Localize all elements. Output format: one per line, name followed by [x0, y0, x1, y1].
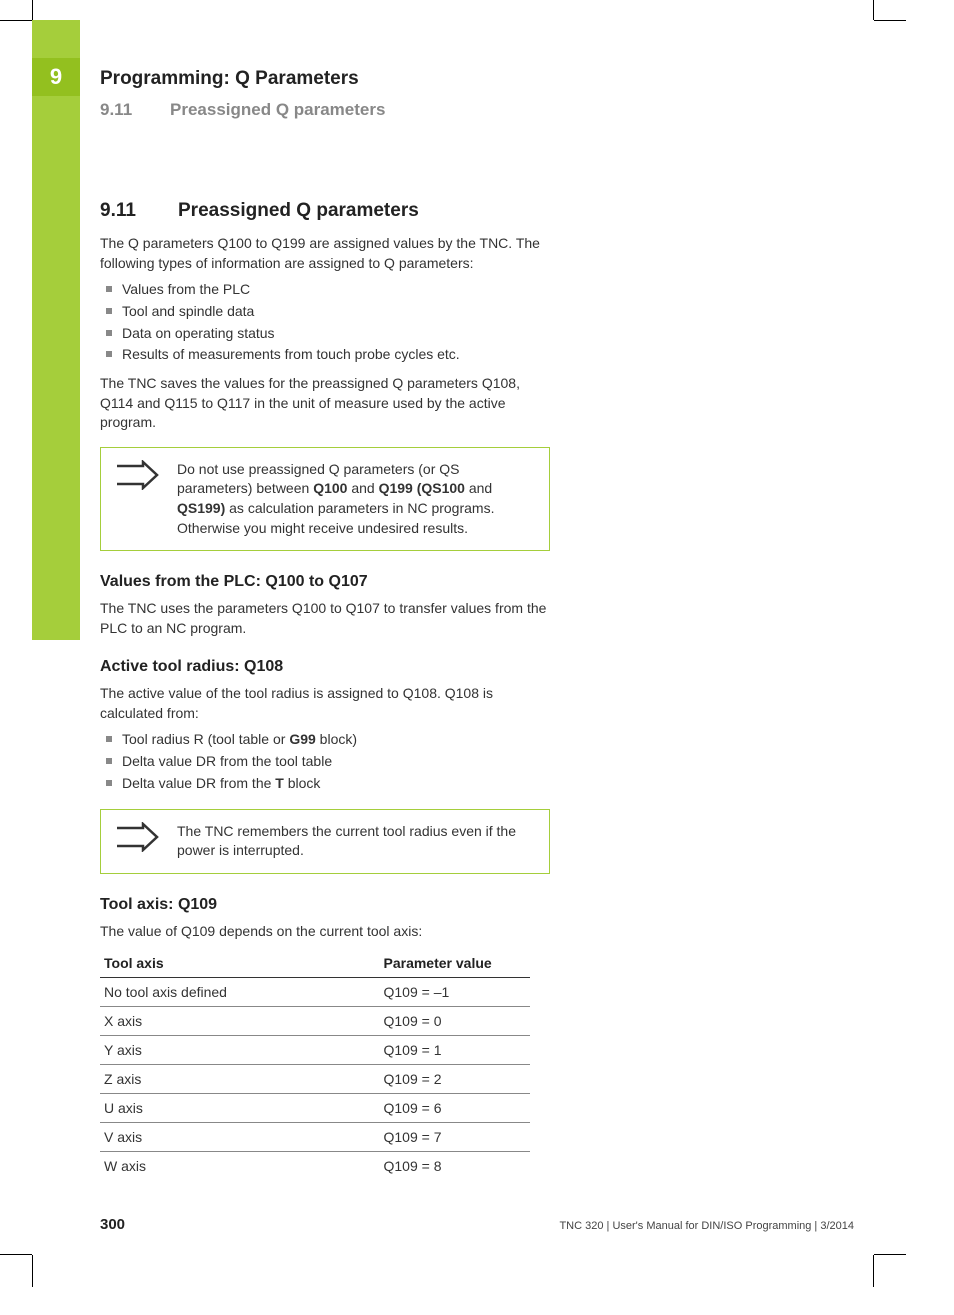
table-cell: W axis — [100, 1152, 380, 1181]
table-cell: Q109 = 8 — [380, 1152, 531, 1181]
note-fragment: and — [465, 480, 492, 496]
crop-mark — [0, 1254, 32, 1255]
text-fragment: block) — [316, 731, 357, 747]
note-bold: QS199) — [177, 500, 225, 516]
note-box: The TNC remembers the current tool radiu… — [100, 809, 550, 874]
crop-mark — [0, 20, 32, 21]
crop-mark — [874, 1254, 906, 1255]
sidebar-accent — [32, 20, 80, 640]
crop-mark — [32, 1255, 33, 1287]
list-item: Values from the PLC — [100, 279, 550, 301]
subsection-heading: Values from the PLC: Q100 to Q107 — [100, 573, 550, 591]
page-header: Programming: Q Parameters 9.11Preassigne… — [100, 68, 385, 120]
crop-mark — [874, 20, 906, 21]
section-name: Preassigned Q parameters — [170, 100, 385, 119]
section-number: 9.11 — [100, 200, 178, 222]
body-paragraph: The TNC uses the parameters Q100 to Q107… — [100, 599, 550, 638]
list-item: Data on operating status — [100, 323, 550, 345]
table-cell: Q109 = 6 — [380, 1094, 531, 1123]
note-text: The TNC remembers the current tool radiu… — [177, 822, 535, 861]
body-paragraph: The active value of the tool radius is a… — [100, 684, 550, 723]
table-cell: Z axis — [100, 1065, 380, 1094]
table-row: V axisQ109 = 7 — [100, 1123, 530, 1152]
text-fragment: block — [284, 775, 321, 791]
crop-mark — [873, 0, 874, 20]
table-row: W axisQ109 = 8 — [100, 1152, 530, 1181]
tool-axis-table: Tool axis Parameter value No tool axis d… — [100, 949, 530, 1180]
table-cell: X axis — [100, 1007, 380, 1036]
text-fragment: Delta value DR from the — [122, 775, 275, 791]
table-cell: Q109 = 1 — [380, 1036, 531, 1065]
text-bold: T — [275, 775, 284, 791]
body-paragraph: The TNC saves the values for the preassi… — [100, 374, 550, 433]
footer-text: TNC 320 | User's Manual for DIN/ISO Prog… — [559, 1220, 854, 1232]
body-paragraph: The value of Q109 depends on the current… — [100, 922, 550, 942]
text-bold: G99 — [289, 731, 315, 747]
page-content: 9.11Preassigned Q parameters The Q param… — [100, 200, 550, 1180]
table-cell: Y axis — [100, 1036, 380, 1065]
section-number: 9.11 — [100, 100, 170, 120]
arrow-icon — [115, 460, 159, 490]
info-types-list: Values from the PLC Tool and spindle dat… — [100, 279, 550, 366]
note-fragment: as calculation parameters in NC programs… — [177, 500, 494, 536]
note-bold: Q199 (QS100 — [379, 480, 465, 496]
section-title: 9.11Preassigned Q parameters — [100, 200, 550, 222]
note-fragment: and — [347, 480, 378, 496]
table-row: No tool axis definedQ109 = –1 — [100, 978, 530, 1007]
arrow-icon — [115, 822, 159, 852]
note-bold: Q100 — [313, 480, 347, 496]
list-item: Delta value DR from the T block — [100, 773, 550, 795]
crop-mark — [873, 1255, 874, 1287]
list-item: Tool radius R (tool table or G99 block) — [100, 729, 550, 751]
list-item: Results of measurements from touch probe… — [100, 344, 550, 366]
table-cell: U axis — [100, 1094, 380, 1123]
table-cell: V axis — [100, 1123, 380, 1152]
subsection-heading: Tool axis: Q109 — [100, 896, 550, 914]
column-header: Tool axis — [100, 949, 380, 978]
note-box: Do not use preassigned Q parameters (or … — [100, 447, 550, 551]
table-row: X axisQ109 = 0 — [100, 1007, 530, 1036]
section-breadcrumb: 9.11Preassigned Q parameters — [100, 100, 385, 120]
table-cell: Q109 = 7 — [380, 1123, 531, 1152]
page-number: 300 — [100, 1216, 125, 1233]
list-item: Delta value DR from the tool table — [100, 751, 550, 773]
note-text: Do not use preassigned Q parameters (or … — [177, 460, 535, 538]
table-cell: Q109 = 2 — [380, 1065, 531, 1094]
table-cell: Q109 = 0 — [380, 1007, 531, 1036]
text-fragment: Tool radius R (tool table or — [122, 731, 289, 747]
chapter-title: Programming: Q Parameters — [100, 68, 385, 90]
page-footer: 300 TNC 320 | User's Manual for DIN/ISO … — [100, 1216, 854, 1233]
section-name: Preassigned Q parameters — [178, 200, 419, 221]
table-header-row: Tool axis Parameter value — [100, 949, 530, 978]
calculation-list: Tool radius R (tool table or G99 block) … — [100, 729, 550, 794]
crop-mark — [32, 0, 33, 20]
chapter-number-tab: 9 — [32, 58, 80, 96]
table-cell: No tool axis defined — [100, 978, 380, 1007]
intro-paragraph: The Q parameters Q100 to Q199 are assign… — [100, 234, 550, 273]
table-cell: Q109 = –1 — [380, 978, 531, 1007]
table-row: Z axisQ109 = 2 — [100, 1065, 530, 1094]
column-header: Parameter value — [380, 949, 531, 978]
list-item: Tool and spindle data — [100, 301, 550, 323]
subsection-heading: Active tool radius: Q108 — [100, 658, 550, 676]
table-row: U axisQ109 = 6 — [100, 1094, 530, 1123]
table-row: Y axisQ109 = 1 — [100, 1036, 530, 1065]
